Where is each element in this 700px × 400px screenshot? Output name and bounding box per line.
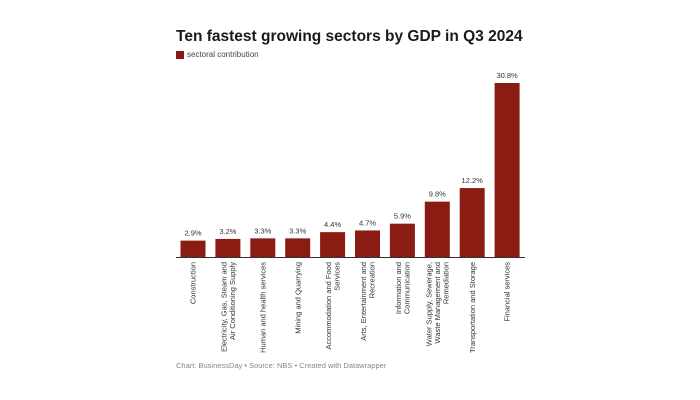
data-label: 4.4% — [324, 220, 341, 229]
data-label: 12.2% — [462, 176, 484, 185]
bar — [355, 230, 380, 257]
legend: sectoral contribution — [176, 50, 259, 59]
bar — [250, 238, 276, 257]
data-label: 3.3% — [254, 226, 271, 235]
bar — [320, 232, 346, 257]
data-label: 5.9% — [394, 212, 411, 221]
category-label: Construction — [189, 262, 198, 304]
data-label: 30.8% — [496, 71, 518, 80]
chart-footer: Chart: BusinessDay • Source: NBS • Creat… — [176, 361, 387, 370]
bar — [494, 83, 520, 257]
data-label: 4.7% — [359, 218, 376, 227]
bar — [285, 238, 311, 257]
category-label: Accommodation and FoodServices — [324, 262, 342, 350]
category-label: Water Supply, Sewerage,Waste Management … — [424, 262, 450, 346]
bar — [424, 201, 450, 257]
legend-label: sectoral contribution — [187, 50, 259, 59]
data-label: 3.3% — [289, 226, 306, 235]
category-label: Transportation and Storage — [468, 262, 477, 353]
chart-title: Ten fastest growing sectors by GDP in Q3… — [176, 28, 523, 45]
bar — [215, 238, 241, 257]
category-label: Arts, Entertainment andRecreation — [359, 262, 377, 341]
category-label: Human and health services — [258, 262, 267, 353]
data-label: 3.2% — [219, 227, 236, 236]
bar — [459, 188, 485, 257]
bar — [180, 240, 206, 257]
category-label: Electricity, Gas, Steam andAir Condition… — [219, 262, 237, 352]
legend-swatch — [176, 50, 184, 59]
data-label: 9.8% — [429, 190, 446, 199]
category-label: Information andCommunication — [394, 262, 412, 314]
category-label: Financial services — [503, 262, 512, 322]
category-label: Mining and Quarrying — [293, 262, 302, 334]
bar — [389, 223, 415, 257]
data-label: 2.9% — [184, 229, 201, 238]
